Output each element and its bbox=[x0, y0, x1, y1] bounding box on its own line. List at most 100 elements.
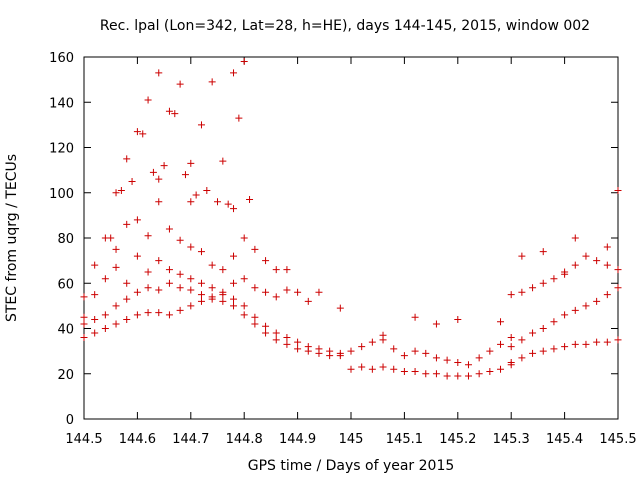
data-point bbox=[197, 248, 205, 256]
data-point bbox=[390, 365, 398, 373]
data-point bbox=[219, 266, 227, 274]
data-point bbox=[294, 288, 302, 296]
data-point bbox=[80, 293, 88, 301]
data-point bbox=[208, 295, 216, 303]
data-point bbox=[240, 275, 248, 283]
data-point bbox=[400, 352, 408, 360]
data-point bbox=[283, 286, 291, 294]
data-point bbox=[432, 354, 440, 362]
y-tick-label: 140 bbox=[49, 96, 74, 111]
data-point bbox=[550, 345, 558, 353]
data-point bbox=[230, 302, 238, 310]
data-point bbox=[219, 157, 227, 165]
y-tick-label: 160 bbox=[49, 51, 74, 66]
data-point bbox=[208, 78, 216, 86]
data-point bbox=[112, 245, 120, 253]
data-point bbox=[304, 343, 312, 351]
data-point bbox=[176, 270, 184, 278]
data-point bbox=[486, 347, 494, 355]
chart-title: Rec. lpal (Lon=342, Lat=28, h=HE), days … bbox=[100, 18, 590, 34]
data-point bbox=[614, 336, 622, 344]
data-point bbox=[614, 266, 622, 274]
data-point bbox=[91, 291, 99, 299]
data-point bbox=[208, 261, 216, 269]
data-point bbox=[272, 329, 280, 337]
data-point bbox=[422, 349, 430, 357]
series bbox=[112, 58, 248, 197]
data-point bbox=[539, 347, 547, 355]
data-point bbox=[208, 284, 216, 292]
series bbox=[80, 252, 312, 321]
data-point bbox=[262, 329, 270, 337]
data-point bbox=[529, 349, 537, 357]
data-point bbox=[358, 343, 366, 351]
data-point bbox=[133, 288, 141, 296]
data-point bbox=[582, 252, 590, 260]
data-point bbox=[133, 216, 141, 224]
data-point bbox=[219, 291, 227, 299]
data-point bbox=[155, 309, 163, 317]
data-point bbox=[246, 196, 254, 204]
x-tick-label: 145 bbox=[339, 432, 364, 447]
data-point bbox=[507, 291, 515, 299]
data-point bbox=[230, 295, 238, 303]
data-point bbox=[187, 159, 195, 167]
data-point bbox=[518, 288, 526, 296]
data-point bbox=[187, 275, 195, 283]
data-point bbox=[368, 338, 376, 346]
data-point bbox=[443, 372, 451, 380]
data-point bbox=[518, 354, 526, 362]
data-point bbox=[101, 325, 109, 332]
x-tick-label: 144.6 bbox=[119, 432, 156, 447]
data-point bbox=[171, 110, 179, 118]
data-point bbox=[432, 370, 440, 378]
data-point bbox=[144, 284, 152, 292]
series bbox=[155, 175, 622, 339]
data-point bbox=[283, 266, 291, 274]
data-point bbox=[230, 69, 238, 77]
data-point bbox=[582, 340, 590, 348]
data-point bbox=[262, 288, 270, 296]
data-point bbox=[497, 340, 505, 348]
data-point bbox=[507, 334, 515, 342]
series bbox=[80, 293, 344, 360]
data-point bbox=[91, 329, 99, 337]
data-point bbox=[497, 365, 505, 373]
data-point bbox=[251, 245, 259, 253]
data-point bbox=[561, 270, 569, 278]
data-point bbox=[326, 347, 334, 355]
data-point bbox=[80, 313, 88, 321]
data-point bbox=[139, 130, 147, 138]
data-point bbox=[160, 162, 168, 170]
data-point bbox=[176, 306, 184, 314]
data-point bbox=[128, 177, 136, 185]
data-point bbox=[155, 257, 163, 265]
y-tick-label: 0 bbox=[66, 413, 74, 428]
y-tick-label: 20 bbox=[57, 368, 74, 383]
data-point bbox=[464, 372, 472, 380]
data-point bbox=[165, 311, 173, 319]
x-tick-label: 145.3 bbox=[493, 432, 530, 447]
data-point bbox=[539, 248, 547, 256]
data-point bbox=[112, 302, 120, 310]
y-tick-label: 60 bbox=[57, 277, 74, 292]
data-point bbox=[561, 343, 569, 351]
data-point bbox=[571, 234, 579, 242]
data-point bbox=[358, 363, 366, 371]
data-point bbox=[101, 311, 109, 319]
data-point bbox=[230, 205, 238, 213]
data-point bbox=[400, 367, 408, 375]
data-point bbox=[529, 329, 537, 337]
data-point bbox=[390, 345, 398, 353]
data-point bbox=[133, 311, 141, 319]
data-point bbox=[91, 315, 99, 323]
x-tick-label: 145.5 bbox=[599, 432, 636, 447]
data-point bbox=[123, 295, 131, 303]
x-axis: 144.5 144.6 144.7 144.8 144.9 145 145.1 145.2 14… bbox=[65, 57, 637, 447]
data-point bbox=[155, 198, 163, 206]
data-point bbox=[165, 225, 173, 233]
data-point bbox=[251, 284, 259, 292]
data-point bbox=[251, 320, 259, 328]
data-point bbox=[475, 354, 483, 362]
